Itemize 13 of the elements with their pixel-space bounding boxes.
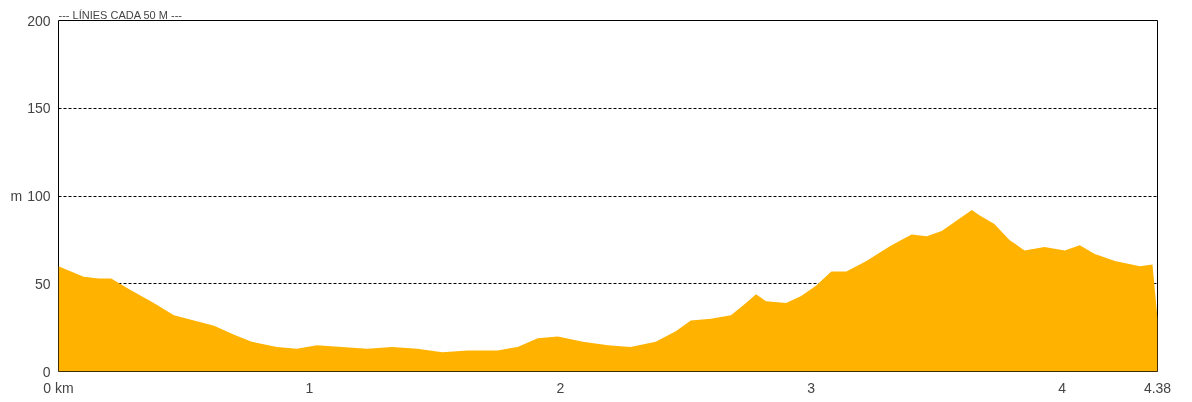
y-tick-label: 50 xyxy=(34,275,51,292)
y-axis-title: m xyxy=(10,188,23,204)
x-tick-label: 0 km xyxy=(43,379,74,396)
x-tick-label: 2 xyxy=(556,379,565,396)
y-tick-label: 150 xyxy=(27,100,51,117)
chart-title: --- LÍNIES CADA 50 M --- xyxy=(58,8,183,21)
x-tick-label: 1 xyxy=(305,379,314,396)
x-tick-label: 4 xyxy=(1058,379,1067,396)
x-tick-label: 4.38 xyxy=(1143,379,1172,396)
y-tick-label: 200 xyxy=(27,12,51,29)
y-tick-label: 100 xyxy=(27,188,51,204)
x-tick-label: 3 xyxy=(807,379,816,396)
y-tick-label: 0 xyxy=(42,363,51,380)
